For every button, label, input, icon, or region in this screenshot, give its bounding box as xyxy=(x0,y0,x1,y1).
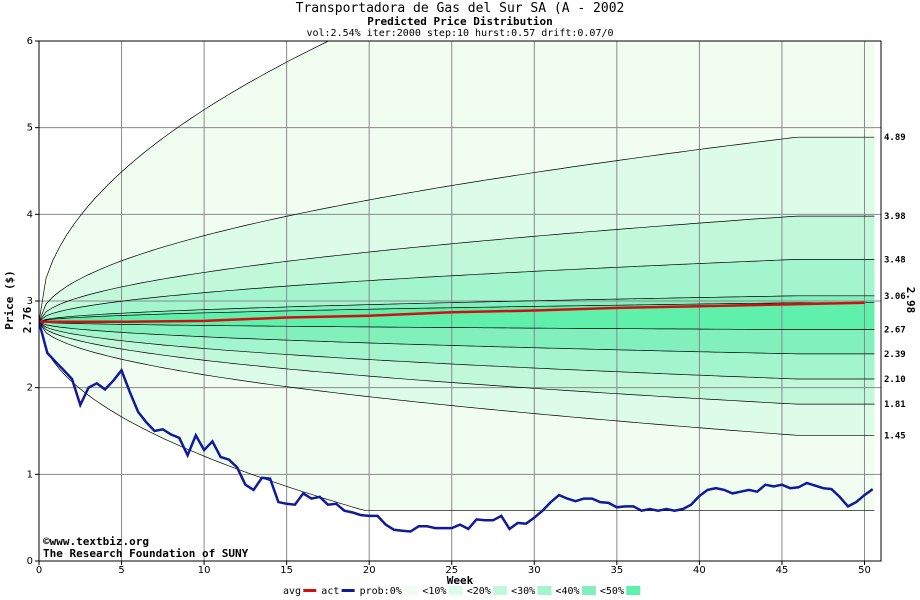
boundary-lower-20pct xyxy=(39,321,875,405)
legend-swatch xyxy=(537,586,552,595)
x-tick-label: 30 xyxy=(528,565,541,576)
chart-subtitle: Predicted Price Distribution xyxy=(367,15,552,28)
chart-title: Transportadora de Gas del Sur SA (A - 20… xyxy=(296,1,625,16)
avg-line xyxy=(39,301,865,324)
boundary-lower-50pct xyxy=(39,321,875,330)
boundary-upper-0pct xyxy=(39,41,330,322)
legend-label: avg xyxy=(283,586,301,597)
legend-label: <40% xyxy=(556,586,580,597)
legend-label: <20% xyxy=(467,586,491,597)
y-tick-label: 4 xyxy=(27,209,33,220)
legend-swatch xyxy=(448,586,463,595)
start-price-label: 2.76 xyxy=(21,306,34,333)
legend: avg act prob:0% <10% <20% <30% <40% <50% xyxy=(283,586,641,597)
x-tick-label: 0 xyxy=(36,565,42,576)
grid-lines xyxy=(39,41,881,561)
legend-swatch xyxy=(341,589,355,592)
percentile-value-label: 2.10 xyxy=(884,375,906,385)
y-tick-label: 5 xyxy=(27,123,33,134)
x-tick-label: 40 xyxy=(693,565,706,576)
percentile-value-label: 3.98 xyxy=(884,212,906,222)
percentile-boundary-lines xyxy=(39,41,875,512)
x-tick-label: 15 xyxy=(280,565,293,576)
x-tick-label: 10 xyxy=(198,565,211,576)
percentile-value-label: 2.67 xyxy=(884,326,906,336)
boundary-upper-30pct xyxy=(39,259,875,323)
boundary-lower-0pct xyxy=(39,321,875,512)
actual-price-line xyxy=(39,321,874,533)
legend-swatch xyxy=(626,586,641,595)
y-tick-label: 2 xyxy=(27,383,33,394)
probability-bands xyxy=(39,41,881,561)
legend-label: act xyxy=(321,586,339,597)
watermark-copyright: ©www.textbiz.org xyxy=(43,535,149,548)
y-axis-ticks: 0 1 2 3 4 5 6 xyxy=(27,36,39,567)
x-tick-label: 35 xyxy=(610,565,623,576)
boundary-upper-20pct xyxy=(39,215,875,322)
percentile-value-label: 2.39 xyxy=(884,350,906,360)
percentile-labels: 4.89 3.98 3.48 3.06 2.67 2.39 2.10 1.81 1.45 xyxy=(884,133,906,441)
boundary-lower-40pct xyxy=(39,321,875,355)
y-tick-label: 0 xyxy=(27,556,33,567)
y-tick-label: 1 xyxy=(27,469,33,480)
percentile-value-label: 1.81 xyxy=(884,400,906,410)
legend-label: prob:0% xyxy=(360,586,402,597)
legend-swatch xyxy=(493,586,508,595)
legend-swatch xyxy=(581,586,596,595)
x-tick-label: 20 xyxy=(363,565,376,576)
percentile-value-label: 3.06 xyxy=(884,292,906,302)
end-avg-price-label: 2.98 xyxy=(904,287,917,314)
legend-swatch xyxy=(404,586,419,595)
x-tick-label: 5 xyxy=(118,565,124,576)
legend-label: <30% xyxy=(511,586,535,597)
chart-params: vol:2.54% iter:2000 step:10 hurst:0.57 d… xyxy=(306,28,613,39)
band-50pct xyxy=(39,302,875,330)
x-tick-label: 50 xyxy=(858,565,871,576)
percentile-value-label: 3.48 xyxy=(884,255,906,265)
x-tick-label: 45 xyxy=(776,565,789,576)
boundary-upper-50pct xyxy=(39,302,875,323)
legend-swatch xyxy=(303,589,317,592)
boundary-lower-10pct xyxy=(39,321,875,436)
legend-label: <50% xyxy=(600,586,624,597)
y-axis-label: Price ($) xyxy=(3,270,16,330)
y-tick-label: 6 xyxy=(27,36,33,47)
watermark-organization: The Research Foundation of SUNY xyxy=(43,547,249,560)
boundary-lower-30pct xyxy=(39,321,875,380)
boundary-upper-40pct xyxy=(39,295,875,323)
boundary-upper-10pct xyxy=(39,136,875,322)
y-tick-label: 3 xyxy=(27,296,33,307)
legend-label: <10% xyxy=(422,586,446,597)
x-axis-ticks: 0 5 10 15 20 25 30 35 40 45 50 xyxy=(36,561,871,576)
percentile-value-label: 1.45 xyxy=(884,431,906,441)
percentile-value-label: 4.89 xyxy=(884,133,906,143)
x-axis-label: Week xyxy=(447,574,474,587)
x-tick-label: 25 xyxy=(445,565,458,576)
